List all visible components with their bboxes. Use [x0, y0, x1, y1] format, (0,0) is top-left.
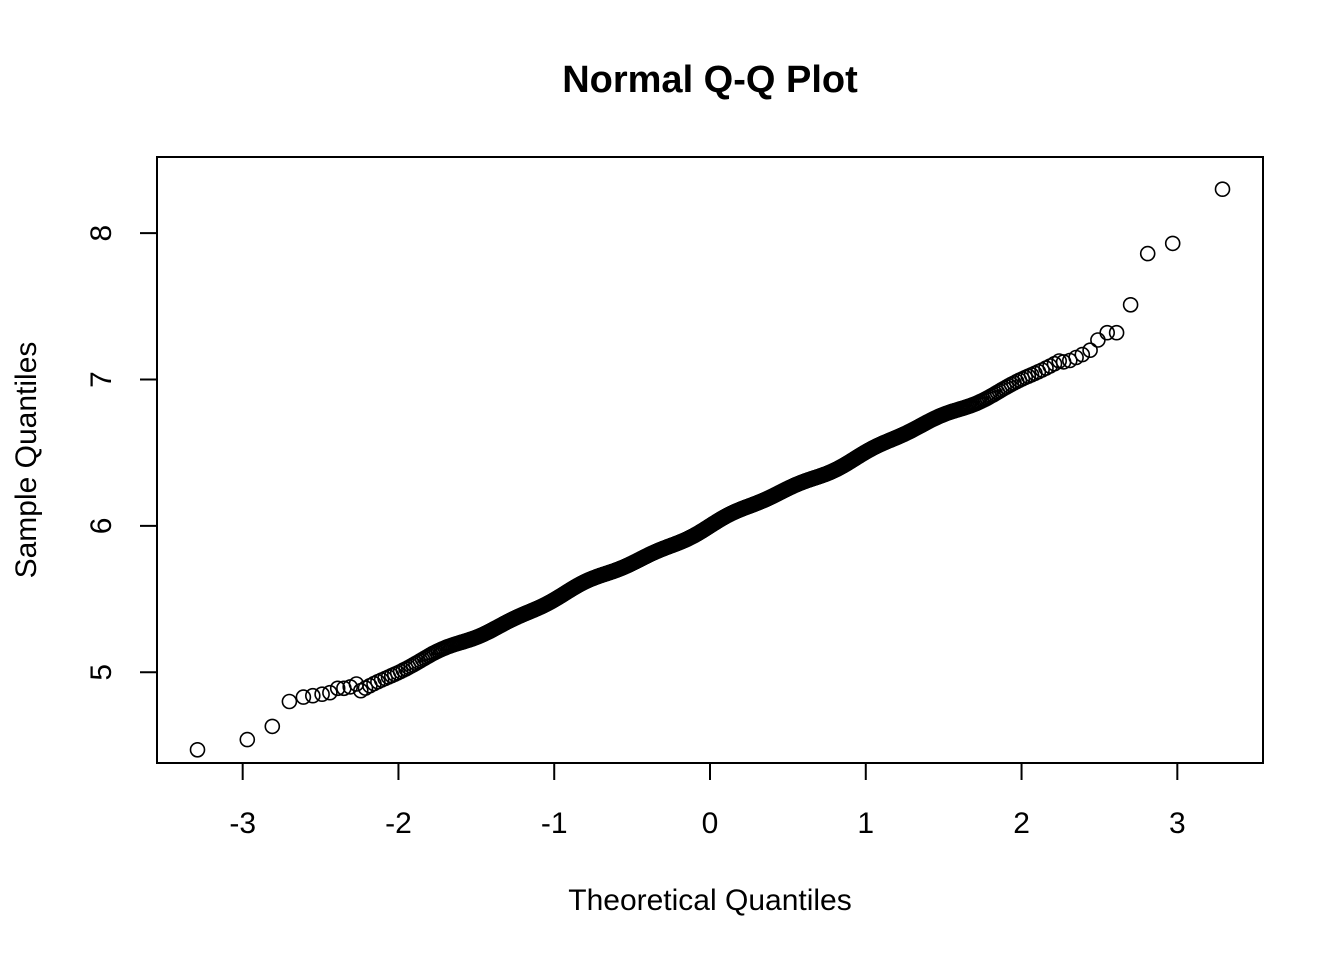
data-point — [1164, 235, 1181, 252]
y-tick-label: 5 — [85, 664, 118, 681]
x-tick-label: 0 — [702, 807, 719, 840]
data-point — [1139, 245, 1156, 262]
data-point — [239, 731, 256, 748]
y-tick-label: 6 — [85, 518, 118, 535]
x-tick-label: 2 — [1013, 807, 1030, 840]
data-point — [348, 676, 365, 692]
data-point — [295, 689, 312, 705]
data-point — [264, 718, 281, 735]
chart-title: Normal Q-Q Plot — [562, 59, 858, 101]
data-point — [1090, 332, 1106, 348]
data-point — [314, 686, 330, 703]
data-point — [1082, 342, 1098, 359]
x-tick-label: 3 — [1169, 807, 1186, 840]
data-point — [1074, 346, 1091, 363]
plot-frame — [156, 156, 1264, 764]
x-tick-label: 1 — [857, 807, 874, 840]
data-point — [304, 687, 321, 704]
y-axis: 5 6 7 8 — [85, 225, 157, 681]
data-point — [1108, 324, 1125, 341]
data-point — [1122, 296, 1139, 313]
data-point — [329, 680, 346, 697]
data-point — [189, 741, 206, 758]
x-tick-label: -2 — [385, 807, 412, 840]
x-axis-label: Theoretical Quantiles — [568, 884, 851, 917]
x-tick-label: -3 — [229, 807, 256, 840]
y-tick-label: 7 — [85, 371, 118, 388]
y-axis-label: Sample Quantiles — [10, 342, 43, 579]
data-point — [1099, 324, 1115, 341]
y-tick-label: 8 — [85, 225, 118, 242]
data-point — [322, 684, 338, 701]
data-point — [281, 693, 298, 710]
x-tick-label: -1 — [541, 807, 568, 840]
data-points — [189, 181, 1231, 758]
x-axis: -3 -2 -1 0 1 2 3 — [229, 763, 1186, 840]
data-point — [1214, 181, 1231, 197]
